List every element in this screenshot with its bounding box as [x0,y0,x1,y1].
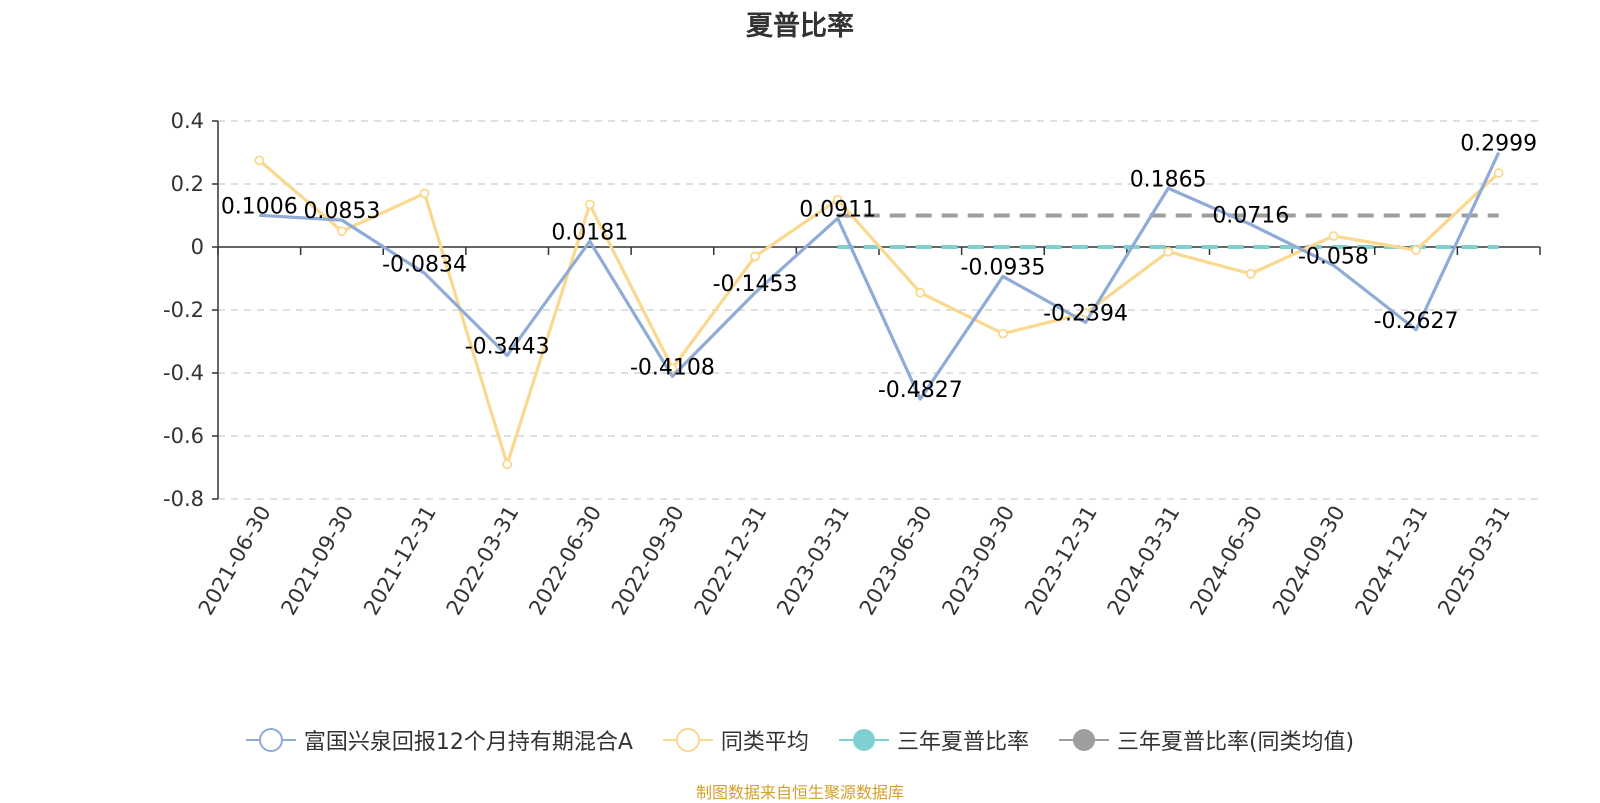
x-tick-label: 2022-06-30 [524,502,606,620]
y-tick-label: -0.2 [163,298,204,322]
data-point [1163,246,1174,257]
data-point [832,194,843,205]
data-point [1245,268,1256,279]
data-labels-layer: 0.1006 0.0853 -0.0834 -0.3443 0.0181 -0.4108 -… [221,132,1537,404]
y-tick-label: -0.8 [163,487,204,511]
data-point [1411,245,1421,256]
data-label: 0.1865 [1130,167,1207,192]
source-note: 制图数据来自恒生聚源数据库 [695,783,904,802]
x-tick-label: 2022-12-31 [690,502,772,620]
series-line-0 [259,151,1501,401]
data-point [1328,231,1339,241]
data-label: -0.0834 [382,252,467,277]
x-tick-label: 2023-03-31 [772,502,854,620]
hollow-circle-line-icon [245,728,296,752]
legend: 富国兴泉回报12个月持有期混合A 同类平均 三年夏普比率 三年夏普比率(同类均值… [0,722,1600,758]
data-point [584,199,595,210]
legend-marker [258,728,283,752]
y-tick-label: -0.4 [163,361,204,385]
data-label: -0.3443 [465,334,550,359]
reference-lines-layer [837,213,1499,249]
data-point [254,155,265,166]
data-point [502,459,513,470]
x-tick-label: 2023-06-30 [855,502,937,620]
x-tick-label: 2023-09-30 [937,502,1019,620]
legend-label-peer-average: 同类平均 [720,730,809,755]
data-label: 0.0911 [799,197,876,222]
data-label: 0.2999 [1460,132,1537,157]
x-tick-label: 2022-03-31 [442,502,524,620]
x-tick-label: 2024-12-31 [1351,502,1433,620]
legend-marker [852,729,875,751]
x-tick-label: 2024-03-31 [1103,502,1185,620]
legend-item-peer-average[interactable]: 同类平均 [662,724,809,756]
legend-marker [1072,729,1095,751]
filled-circle-line-icon [838,729,889,751]
x-tick-label: 2021-09-30 [276,502,358,620]
legend-label-three-year-sharpe-peer: 三年夏普比率(同类均值) [1116,730,1355,755]
data-point [419,188,430,199]
x-tick-label: 2021-06-30 [194,502,276,620]
data-label: -0.4108 [630,355,715,380]
x-tick-label: 2023-12-31 [1020,502,1102,620]
legend-item-three-year-sharpe[interactable]: 三年夏普比率 [838,724,1029,756]
data-label: -0.2627 [1374,309,1459,334]
x-tick-label: 2024-06-30 [1185,502,1267,620]
x-tick-label: 2024-09-30 [1268,502,1350,620]
x-tick-label: 2021-12-31 [359,502,441,620]
data-label: 0.0181 [551,220,628,245]
legend-label-three-year-sharpe: 三年夏普比率 [896,730,1029,755]
data-label: -0.2394 [1043,301,1128,326]
x-tick-label: 2025-03-31 [1433,502,1515,620]
legend-item-fund[interactable]: 富国兴泉回报12个月持有期混合A [245,724,633,756]
series-line-1 [258,159,1500,466]
data-label: -0.1453 [713,272,798,297]
y-tick-label: 0.4 [171,109,204,133]
legend-label-fund: 富国兴泉回报12个月持有期混合A [303,730,633,755]
data-point [915,287,926,298]
legend-marker [675,728,700,752]
chart-title: 夏普比率 [746,11,854,42]
y-tick-label: 0 [191,235,204,259]
data-label: -0.058 [1298,244,1369,269]
x-tick-label: 2022-09-30 [607,502,689,620]
y-tick-label: -0.6 [163,424,204,448]
data-point [750,251,760,262]
filled-circle-line-icon [1058,729,1109,751]
data-point [998,328,1008,339]
data-point [1493,168,1504,178]
data-label: 0.0853 [303,199,380,224]
data-label: 0.1006 [221,194,298,219]
y-tick-label: 0.2 [171,172,204,196]
data-label: 0.0716 [1212,203,1289,228]
data-point [337,226,347,237]
hollow-circle-line-icon [662,728,713,752]
series-layer [254,151,1504,470]
data-label: -0.4827 [878,378,963,403]
data-label: -0.0935 [960,255,1045,280]
legend-item-three-year-sharpe-peer[interactable]: 三年夏普比率(同类均值) [1058,724,1355,756]
